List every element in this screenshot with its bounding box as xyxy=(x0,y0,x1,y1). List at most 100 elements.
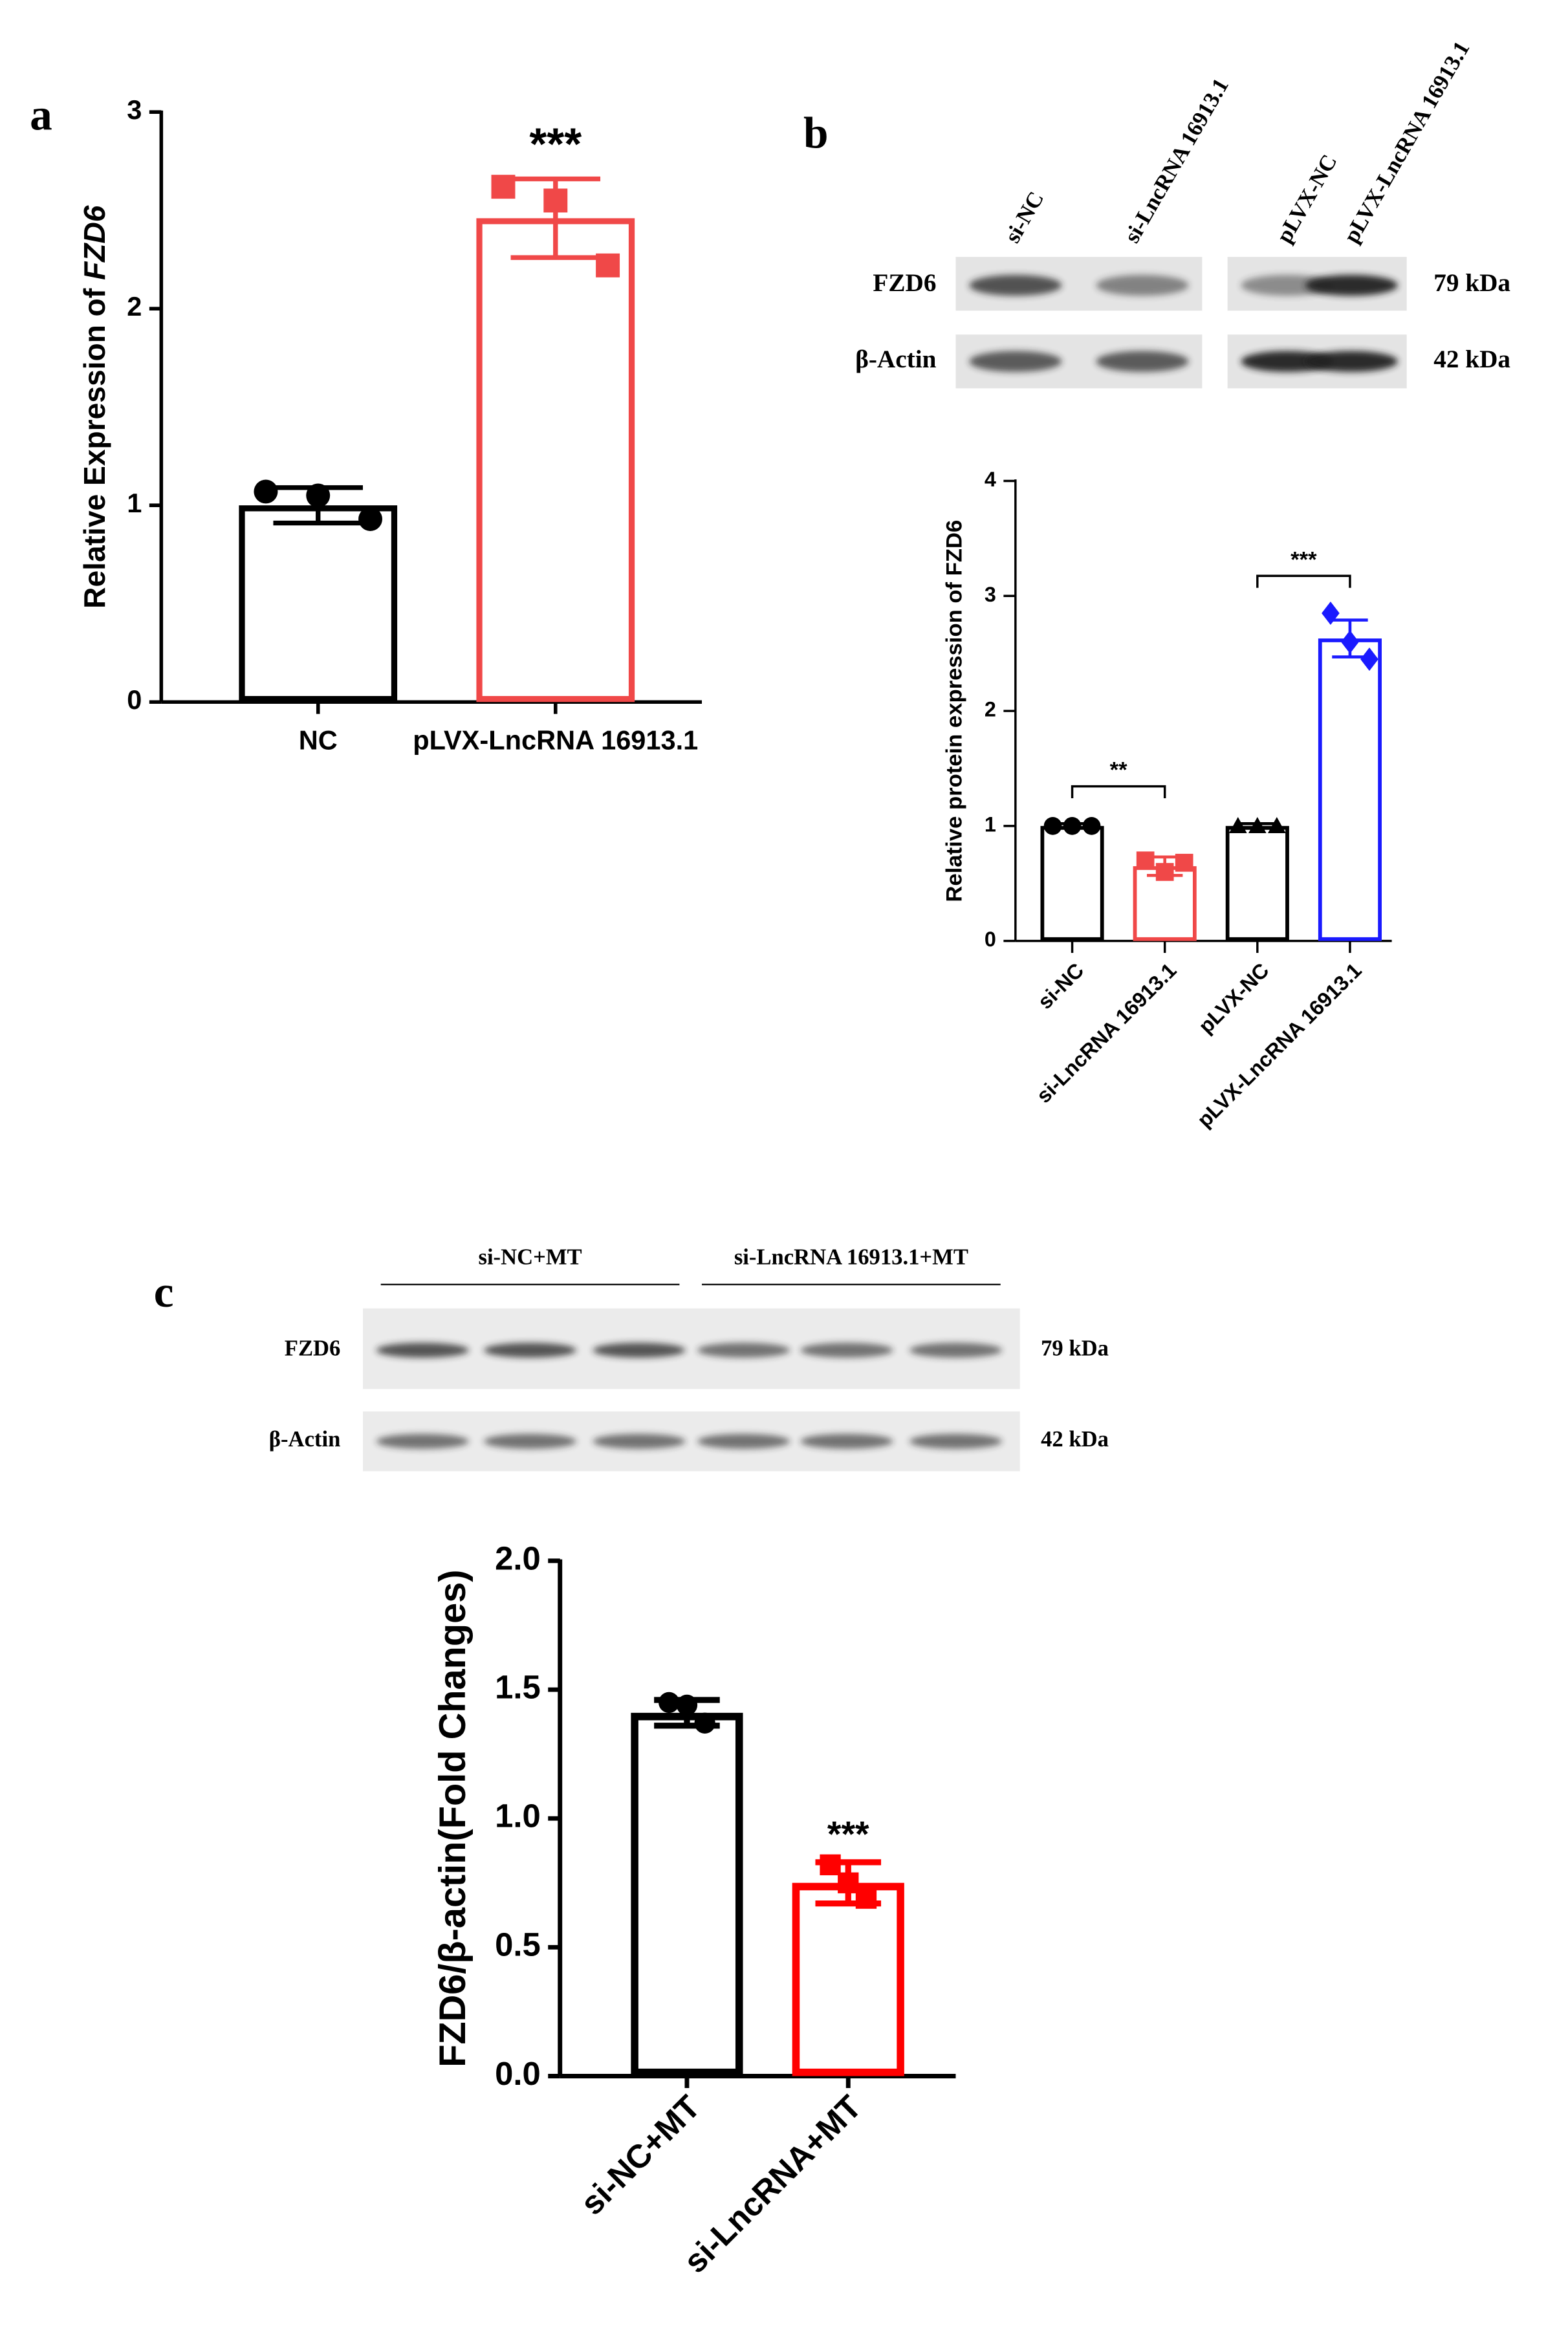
lane-label: si-LncRNA 16913.1 xyxy=(1120,74,1234,247)
data-point xyxy=(659,1692,680,1714)
data-point xyxy=(1063,817,1082,835)
data-point xyxy=(1136,851,1155,870)
y-axis-label: Relative protein expression of FZD6 xyxy=(942,520,967,902)
band xyxy=(800,1433,893,1449)
data-point xyxy=(1155,863,1174,881)
y-tick-label: 0.0 xyxy=(495,2055,541,2092)
band xyxy=(800,1342,893,1358)
panel-label: a xyxy=(30,90,52,140)
band xyxy=(1096,274,1189,296)
group-label: si-LncRNA 16913.1+MT xyxy=(734,1245,968,1269)
panel-label: b xyxy=(803,107,829,157)
data-point xyxy=(491,175,516,199)
x-tick-label: si-NC xyxy=(1033,959,1088,1014)
y-tick-label: 2 xyxy=(985,698,996,721)
data-point xyxy=(820,1854,841,1876)
band xyxy=(1305,274,1398,296)
x-tick-label: NC xyxy=(299,725,338,756)
band xyxy=(697,1342,790,1358)
x-tick-label: pLVX-LncRNA 16913.1 xyxy=(413,725,698,756)
data-point xyxy=(358,507,382,531)
y-axis-label-text: FZD6/β-actin(Fold Changes) xyxy=(432,1569,474,2067)
x-tick-label: pLVX-NC xyxy=(1194,959,1274,1038)
data-point xyxy=(1322,601,1340,625)
data-point xyxy=(1341,630,1359,654)
bar xyxy=(1318,638,1382,941)
protein-label: β-Actin xyxy=(269,1427,341,1452)
y-tick-label: 0.5 xyxy=(495,1926,541,1963)
protein-label: FZD6 xyxy=(285,1336,341,1360)
bar xyxy=(1040,825,1104,941)
size-label: 79 kDa xyxy=(1433,269,1510,297)
y-tick-label: 1.0 xyxy=(495,1798,541,1835)
significance-label: *** xyxy=(1290,547,1317,572)
data-point xyxy=(1228,817,1247,833)
data-point xyxy=(1267,817,1286,833)
band xyxy=(969,351,1062,372)
y-tick-label: 2 xyxy=(127,291,142,321)
y-axis-label-italic: FZD6 xyxy=(78,205,111,280)
band xyxy=(376,1433,469,1449)
significance-label: *** xyxy=(529,118,582,169)
y-tick-label: 3 xyxy=(985,583,996,606)
band xyxy=(697,1433,790,1449)
band xyxy=(1241,351,1334,372)
significance-label: ** xyxy=(1110,758,1127,783)
band xyxy=(483,1433,577,1449)
significance-bracket xyxy=(1256,574,1351,588)
protein-label: β-Actin xyxy=(855,345,936,373)
x-tick-label: pLVX-LncRNA 16913.1 xyxy=(1193,959,1366,1132)
y-tick-label: 1.5 xyxy=(495,1668,541,1705)
y-axis-label: FZD6/β-actin(Fold Changes) xyxy=(432,1569,474,2067)
x-tick-label: si-LncRNA+MT xyxy=(677,2088,869,2280)
band xyxy=(1241,274,1334,296)
y-tick-label: 0 xyxy=(985,928,996,951)
group-label: si-NC+MT xyxy=(478,1245,582,1269)
data-point xyxy=(676,1694,698,1716)
band xyxy=(376,1342,469,1358)
data-point xyxy=(543,188,568,213)
y-tick-label: 2.0 xyxy=(495,1540,541,1576)
data-point xyxy=(1043,817,1062,835)
bar xyxy=(1225,825,1289,941)
data-point xyxy=(1082,817,1101,835)
lane-label: si-NC xyxy=(1000,188,1049,247)
bar xyxy=(239,505,398,702)
data-point xyxy=(855,1888,877,1909)
data-point xyxy=(254,479,278,504)
y-axis-label-text: Relative Expression of xyxy=(78,280,111,609)
size-label: 42 kDa xyxy=(1041,1427,1109,1452)
bar xyxy=(476,218,635,702)
protein-label: FZD6 xyxy=(873,269,936,297)
band xyxy=(1096,351,1189,372)
x-tick-label: si-NC+MT xyxy=(573,2088,707,2222)
panel-label: c xyxy=(154,1267,174,1316)
band xyxy=(909,1342,1003,1358)
significance-bracket xyxy=(1071,785,1166,799)
data-point xyxy=(694,1712,715,1734)
band xyxy=(909,1433,1003,1449)
bar xyxy=(792,1882,904,2076)
data-point xyxy=(838,1872,859,1893)
bar xyxy=(631,1712,743,2076)
y-axis-label-text: Relative protein expression of FZD6 xyxy=(942,520,967,902)
data-point xyxy=(1360,648,1378,671)
lane-label: pLVX-NC xyxy=(1272,150,1342,247)
y-tick-label: 1 xyxy=(985,812,996,836)
y-axis-label: Relative Expression of FZD6 xyxy=(78,205,111,609)
band xyxy=(483,1342,577,1358)
significance-label: *** xyxy=(827,1814,869,1855)
data-point xyxy=(596,253,620,278)
y-tick-label: 0 xyxy=(127,684,142,715)
band xyxy=(1305,351,1398,372)
data-point xyxy=(1248,817,1267,833)
y-tick-label: 4 xyxy=(985,468,996,491)
data-point xyxy=(1175,853,1193,872)
size-label: 79 kDa xyxy=(1041,1336,1109,1360)
lane-label: pLVX-LncRNA 16913.1 xyxy=(1339,38,1474,248)
size-label: 42 kDa xyxy=(1433,345,1510,373)
band xyxy=(593,1433,686,1449)
data-point xyxy=(306,483,331,508)
